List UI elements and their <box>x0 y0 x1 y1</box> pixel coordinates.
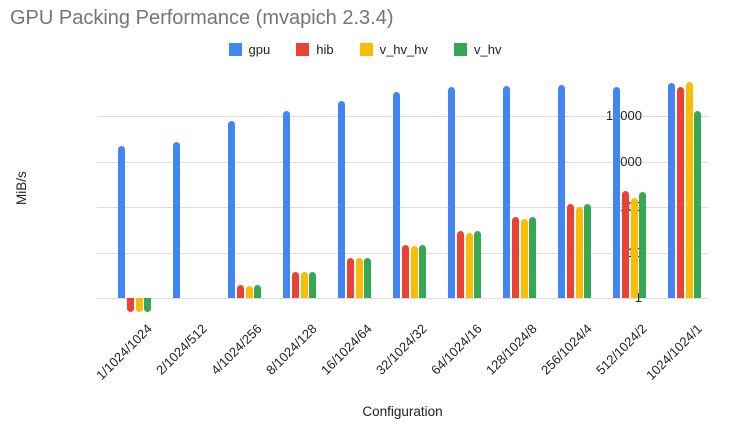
bar-gpu-c9[interactable] <box>613 86 621 298</box>
legend-item-hib[interactable]: hib <box>296 42 334 57</box>
bar-hib-c10[interactable] <box>677 86 684 298</box>
y-axis-title: MiB/s <box>14 171 29 205</box>
bar-v_hv_hv-c6[interactable] <box>465 233 473 298</box>
bar-gpu-c10[interactable] <box>668 82 676 298</box>
bar-v_hv-c6[interactable] <box>474 230 482 298</box>
bar-v_hv-c9[interactable] <box>639 191 647 298</box>
x-axis-category-label: 2/1024/512 <box>152 321 210 378</box>
bar-v_hv-c8[interactable] <box>584 203 592 298</box>
bar-hib-c2[interactable] <box>237 285 244 298</box>
x-axis-category-label: 16/1024/64 <box>317 321 375 378</box>
bar-gpu-c6[interactable] <box>448 87 456 298</box>
legend-swatch-v_hv <box>454 43 467 56</box>
bar-v_hv_hv-c0[interactable] <box>135 298 143 312</box>
legend-label-v_hv_hv: v_hv_hv <box>379 42 428 57</box>
x-axis-title: Configuration <box>362 404 443 419</box>
y-axis-tick-label: 1000 <box>613 153 642 169</box>
bar-hib-c8[interactable] <box>567 204 574 298</box>
bar-hib-c7[interactable] <box>512 217 519 298</box>
legend-label-gpu: gpu <box>248 42 271 57</box>
bar-hib-c0[interactable] <box>127 298 134 312</box>
bar-v_hv-c3[interactable] <box>309 271 317 298</box>
x-axis-category-label: 64/1024/16 <box>427 321 485 378</box>
bar-v_hv-c4[interactable] <box>364 257 372 298</box>
x-axis-category-label: 32/1024/32 <box>372 321 430 378</box>
bar-hib-c3[interactable] <box>292 271 299 298</box>
legend-swatch-v_hv_hv <box>359 43 373 56</box>
bar-v_hv_hv-c5[interactable] <box>410 246 418 298</box>
y-axis-tick-label: 1 <box>635 291 642 305</box>
x-axis-category-label: 512/1024/2 <box>592 321 650 378</box>
bar-v_hv-c10[interactable] <box>694 110 702 298</box>
bar-gpu-c8[interactable] <box>558 85 566 298</box>
bar-gpu-c7[interactable] <box>503 85 511 298</box>
bar-hib-c9[interactable] <box>622 190 629 298</box>
bar-v_hv-c5[interactable] <box>419 244 427 298</box>
x-axis-category-label: 128/1024/8 <box>482 321 540 378</box>
y-gridline <box>97 161 708 163</box>
x-axis-category-label: 4/1024/256 <box>207 321 265 378</box>
bar-gpu-c5[interactable] <box>393 91 401 298</box>
legend-swatch-hib <box>296 43 310 56</box>
x-axis-category-label: 1024/1024/1 <box>642 321 705 383</box>
y-gridline <box>97 116 708 118</box>
bar-gpu-c0[interactable] <box>118 146 126 298</box>
legend: gpu hib v_hv_hv v_hv <box>0 42 730 57</box>
bar-v_hv_hv-c3[interactable] <box>300 272 308 298</box>
bar-v_hv_hv-c7[interactable] <box>520 219 528 298</box>
x-axis-category-label: 1/1024/1024 <box>92 321 155 383</box>
bar-gpu-c3[interactable] <box>283 111 291 298</box>
bar-hib-c4[interactable] <box>347 257 354 298</box>
y-gridline <box>97 298 708 299</box>
bar-v_hv_hv-c4[interactable] <box>355 258 363 298</box>
bar-v_hv_hv-c9[interactable] <box>630 197 638 298</box>
bar-hib-c5[interactable] <box>402 244 409 298</box>
chart-title: GPU Packing Performance (mvapich 2.3.4) <box>10 7 394 29</box>
y-gridline <box>97 207 708 209</box>
bar-v_hv-c2[interactable] <box>254 285 262 298</box>
x-axis-category-label: 256/1024/4 <box>537 321 595 378</box>
bar-v_hv_hv-c10[interactable] <box>685 81 693 298</box>
bar-hib-c6[interactable] <box>457 230 464 298</box>
bar-gpu-c4[interactable] <box>338 100 346 298</box>
legend-item-v_hv[interactable]: v_hv <box>454 42 501 57</box>
bar-v_hv-c7[interactable] <box>529 216 537 298</box>
legend-item-v_hv_hv[interactable]: v_hv_hv <box>359 42 428 57</box>
legend-label-hib: hib <box>316 42 334 57</box>
legend-label-v_hv: v_hv <box>474 42 502 57</box>
legend-swatch-gpu <box>228 43 242 56</box>
bar-gpu-c2[interactable] <box>228 120 236 298</box>
bar-v_hv_hv-c2[interactable] <box>245 286 253 298</box>
legend-item-gpu[interactable]: gpu <box>228 42 271 57</box>
x-axis-category-label: 8/1024/128 <box>262 321 320 378</box>
bar-gpu-c1[interactable] <box>173 141 181 298</box>
bar-v_hv_hv-c8[interactable] <box>575 207 583 298</box>
y-axis-tick-label: 10000 <box>605 108 642 124</box>
bar-v_hv-c0[interactable] <box>144 298 152 312</box>
